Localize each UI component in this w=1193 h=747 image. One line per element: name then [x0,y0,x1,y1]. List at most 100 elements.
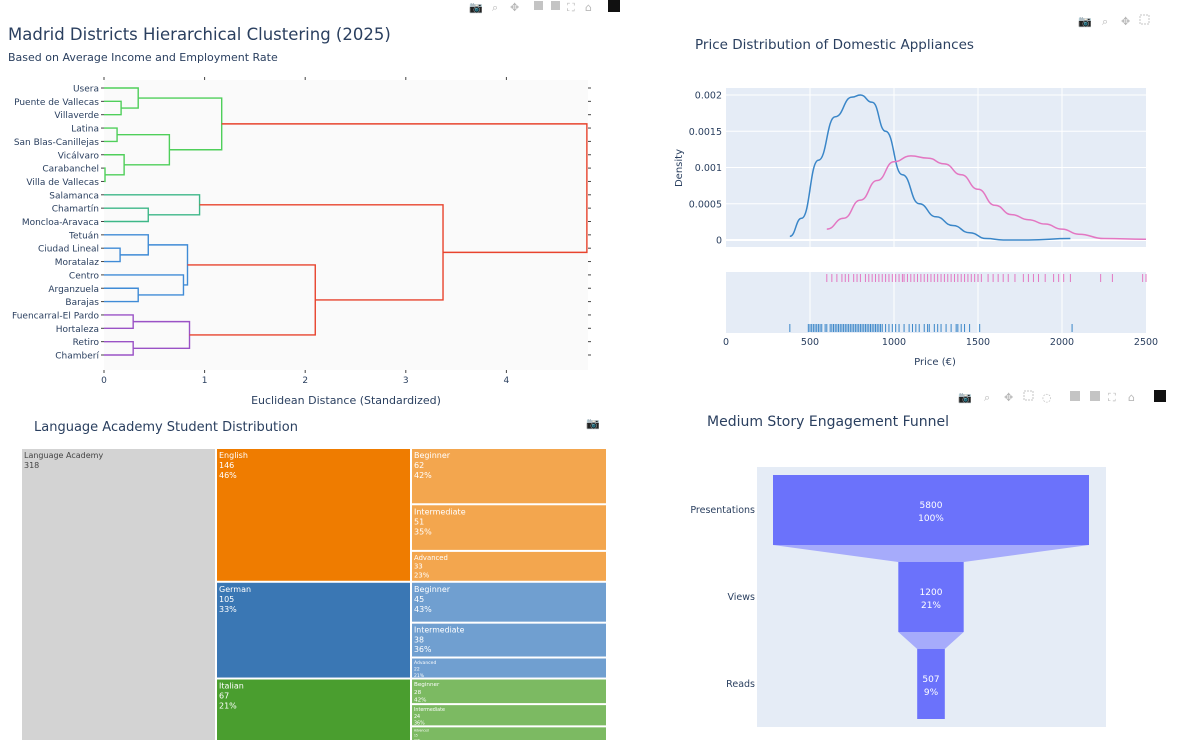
pan-icon[interactable]: ✥ [510,1,519,14]
zoom-out-icon[interactable] [551,1,560,10]
leaf-label: Moncloa-Aravaca [22,218,99,228]
treemap-level [412,727,606,740]
funnel-title: Medium Story Engagement Funnel [707,414,949,430]
x-tick-label: 0 [101,376,107,386]
y-tick-label: 0.0015 [689,127,722,138]
treemap-category-text: 105 [219,595,234,604]
treemap-level-text: 35% [414,527,432,536]
treemap-level [412,582,606,622]
treemap-category [217,582,410,678]
pan-icon[interactable]: ✥ [1004,391,1013,404]
zoom-out-icon[interactable] [1090,391,1100,401]
camera-icon[interactable]: 📷 [1078,15,1092,28]
leaf-label: Moratalaz [55,258,100,268]
treemap-root-text: Language Academy [24,451,103,460]
autoscale-icon[interactable]: ⛶ [567,1,575,14]
funnel-bar [898,562,964,632]
x-tick-label: 1 [202,376,208,386]
pan-icon[interactable]: ✥ [1121,15,1130,28]
dendrogram-x-axis-title: Euclidean Distance (Standardized) [251,394,441,407]
treemap-category [217,679,410,740]
leaf-label: Retiro [73,338,100,348]
treemap-root [22,449,215,740]
treemap-level-text: 45 [414,595,424,604]
x-tick-label: 4 [504,376,510,386]
funnel-percent-label: 100% [918,514,944,524]
zoom-in-icon[interactable] [534,1,543,10]
leaf-label: Villaverde [54,111,99,121]
leaf-label: Barajas [65,298,99,308]
x-tick-label: 3 [403,376,409,386]
treemap-category-text: 46% [219,471,237,480]
funnel-chart: 5800 100% Presentations 1200 21% Views 507 9% Re… [690,467,1106,727]
treemap-level [412,679,606,704]
treemap-camera-icon[interactable]: 📷 [586,417,600,430]
treemap-level [412,449,606,504]
lasso-icon[interactable]: ◌ [1042,391,1052,404]
leaf-label: Villa de Vallecas [26,178,99,188]
leaf-label: Puente de Vallecas [14,98,99,108]
box-select-icon[interactable] [1139,14,1150,25]
x-tick-label: 1000 [882,337,906,348]
zoom-icon[interactable]: ⌕ [1102,15,1108,28]
x-tick-label: 2500 [1134,337,1158,348]
leaf-label: Carabanchel [42,165,99,175]
funnel-value-label: 5800 [920,501,943,511]
box-select-icon[interactable] [1023,390,1034,401]
funnel-value-label: 1200 [920,588,943,598]
dendrogram-subtitle: Based on Average Income and Employment R… [8,51,278,64]
treemap-category-text: 67 [219,692,229,701]
leaf-label: Vicálvaro [58,151,100,161]
funnel-percent-label: 21% [921,601,941,611]
x-tick-label: 2000 [1050,337,1074,348]
zoom-icon[interactable]: ⌕ [492,1,498,14]
treemap-level-text: 42% [414,697,427,703]
treemap-level-text: 22% [414,738,421,742]
funnel-bar [773,475,1089,545]
treemap-root-text: 318 [24,461,39,470]
x-tick-label: 2 [302,376,308,386]
treemap-level-text: Advanced [414,554,448,562]
density-chart: 0 0.0005 0.001 0.0015 0.002 0 500 1000 1500 2000 2… [674,88,1158,368]
leaf-label: Tetuán [68,231,99,241]
treemap-level-text: 38 [414,635,424,644]
zoom-icon[interactable]: ⌕ [984,391,990,404]
leaf-label: Fuencarral-El Pardo [12,311,99,321]
home-icon[interactable]: ⌂ [585,1,592,14]
camera-icon[interactable]: 📷 [958,391,972,404]
treemap-level-text: Intermediate [414,507,466,516]
treemap-level-text: 36% [414,645,431,654]
density-curve [789,94,1071,241]
y-tick-label: 0.002 [695,91,722,102]
treemap-level-text: Intermediate [414,707,445,713]
plotly-logo-icon[interactable] [1154,390,1166,402]
leaf-label: Arganzuela [48,285,99,295]
leaf-label: Latina [71,125,99,135]
leaf-label: San Blas-Canillejas [14,138,99,148]
treemap-level-text: Beginner [414,451,451,460]
treemap-level-text: 28 [414,690,422,696]
y-tick-label: 0.001 [695,163,722,174]
treemap-category-text: 21% [219,702,237,711]
home-icon[interactable]: ⌂ [1128,391,1135,404]
treemap-level-text: 33 [414,563,423,571]
funnel-connector [898,632,964,649]
treemap-level-text: 62 [414,461,424,470]
treemap-level [412,705,606,726]
y-tick-label: 0 [716,236,722,247]
treemap-level [412,505,606,550]
leaf-label: Chamartín [52,205,99,215]
x-tick-label: 500 [801,337,819,348]
camera-icon[interactable]: 📷 [469,1,483,14]
treemap-category [217,449,410,581]
funnel-category-label: Reads [726,679,755,690]
dendrogram-title: Madrid Districts Hierarchical Clustering… [8,25,391,44]
funnel-percent-label: 9% [924,688,939,698]
autoscale-icon[interactable]: ⛶ [1108,391,1116,404]
plotly-logo-icon[interactable] [608,0,620,12]
leaf-label: Centro [69,271,100,281]
leaf-label: Ciudad Lineal [38,245,99,255]
treemap-level-text: 24 [414,714,420,720]
x-tick-label: 1500 [966,337,990,348]
zoom-in-icon[interactable] [1070,391,1080,401]
